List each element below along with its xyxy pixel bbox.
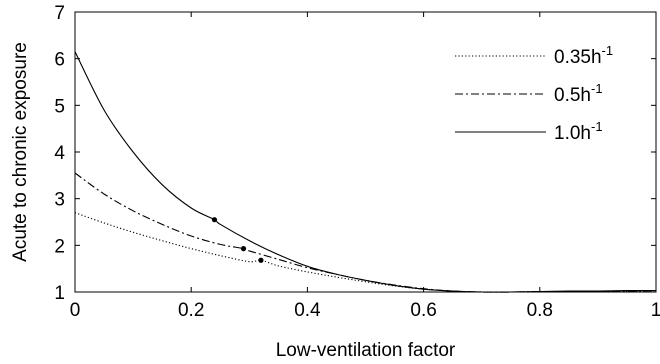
- legend: 0.35h-1 0.5h-1 1.0h-1: [455, 43, 613, 144]
- legend-label-2: 1.0h-1: [554, 119, 603, 144]
- series-layer: [74, 51, 657, 293]
- y-tick-label: 7: [54, 3, 65, 24]
- y-tick-label: 3: [54, 190, 65, 211]
- x-axis-label: Low-ventilation factor: [276, 340, 456, 361]
- y-tick-label: 1: [54, 283, 65, 304]
- legend-label-0: 0.35h-1: [554, 43, 613, 68]
- x-tick-label: 0.6: [410, 300, 436, 321]
- legend-label-1: 0.5h-1: [554, 81, 603, 106]
- series-marker-0: [258, 257, 264, 263]
- x-tick-label: 0.2: [178, 300, 204, 321]
- series-marker-1: [240, 246, 247, 252]
- y-tick-label: 6: [54, 50, 65, 71]
- y-axis-label: Acute to chronic exposure: [10, 42, 31, 262]
- x-tick-label: 0.8: [527, 300, 553, 321]
- x-tick-label: 0: [70, 300, 81, 321]
- axis-ticks: 0 0.2 0.4 0.6 0.8 1 1 2 3 4 5 6 7: [54, 3, 660, 321]
- x-tick-label: 1: [651, 300, 660, 321]
- series-marker-2: [211, 217, 218, 223]
- x-tick-label: 0.4: [294, 300, 321, 321]
- series-line-1: [74, 172, 657, 293]
- y-tick-label: 2: [54, 236, 65, 257]
- y-tick-label: 5: [54, 96, 65, 117]
- y-tick-label: 4: [54, 143, 65, 164]
- series-line-2: [74, 51, 657, 293]
